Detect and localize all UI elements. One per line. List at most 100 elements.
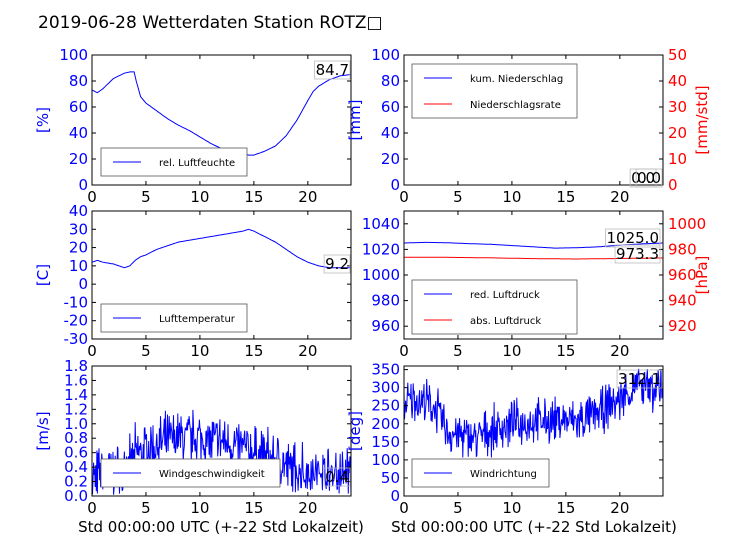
y-tick-label: 1.6 <box>64 371 88 389</box>
panel-pressure: 0 5 10 15 20 960 980 1000 1020 1040 920 940 960 980 10… <box>362 210 711 360</box>
legend-label: rel. Luftfeuchte <box>159 158 235 169</box>
x-tick-label: 5 <box>141 499 151 517</box>
x-tick-label: 15 <box>244 342 263 360</box>
y-axis-label: [deg] <box>346 411 364 451</box>
page-title: 2019-06-28 Wetterdaten Station ROTZ□ <box>38 13 383 33</box>
y-tick-label: 250 <box>371 397 400 415</box>
legend: Windgeschwindigkeit <box>100 458 281 488</box>
plot-frame <box>403 365 664 497</box>
y-tick-label: 1.2 <box>64 400 88 418</box>
series-line-temperature-0 <box>92 228 351 269</box>
y2-axis-label: [mm/std] <box>693 85 711 154</box>
y2-tick-label: 1000 <box>668 215 706 233</box>
x-tick-label: 0 <box>87 342 97 360</box>
y2-tick-label: 980 <box>668 240 697 258</box>
y-tick-label: 150 <box>371 433 400 451</box>
panel-wind_speed: 0 5 10 15 200.00.20.40.60.81.01.21.41.61.8[m… <box>34 357 352 517</box>
y-tick-label: 1000 <box>362 266 400 284</box>
y-tick-label: 980 <box>371 292 400 310</box>
y-tick-label: 0.8 <box>64 429 88 447</box>
y-axis-label: [mm] <box>346 100 364 141</box>
y-tick-label: 0 <box>390 487 400 505</box>
y2-axis-label: [hPa] <box>693 256 711 295</box>
legend: red. Luftdruck abs. Luftdruck <box>411 279 578 335</box>
y-tick-label: 30 <box>69 220 88 238</box>
legend-label: red. Luftdruck <box>470 290 540 301</box>
series-line-wind_direction-0 <box>404 368 663 458</box>
y2-tick-label: 50 <box>668 46 687 64</box>
legend-label: Lufttemperatur <box>159 314 236 325</box>
panel-precipitation: 0 5 10 15 20 0 20 40 60 80 100 0 10 20 30 40 50 [mm] [mm/s… <box>346 46 711 206</box>
x-tick-label: 10 <box>502 342 521 360</box>
x-tick-label: 10 <box>502 188 521 206</box>
x-tick-label: 20 <box>610 499 629 517</box>
y-tick-label: 80 <box>69 72 88 90</box>
y-tick-label: 50 <box>381 469 400 487</box>
value-annotation: 84.7 <box>316 61 349 79</box>
y-tick-label: 1.8 <box>64 357 88 375</box>
legend-label: abs. Luftdruck <box>470 316 541 327</box>
value-annotation: 9.2 <box>325 255 349 273</box>
x-tick-label: 15 <box>244 499 263 517</box>
value-annotation-box <box>614 244 661 264</box>
value-annotation: 1025.0 <box>607 229 660 247</box>
value-annotation: 0.4 <box>325 468 349 486</box>
y-tick-label: 0.2 <box>64 473 88 491</box>
y2-tick-label: 0 <box>668 176 678 194</box>
legend: rel. Luftfeuchte <box>100 147 248 177</box>
plot-frame <box>91 365 352 497</box>
y-tick-label: 0.0 <box>64 487 88 505</box>
legend-box <box>411 63 578 119</box>
y2-tick-label: 10 <box>668 150 687 168</box>
x-tick-label: 0 <box>87 499 97 517</box>
x-tick-label: 0 <box>87 188 97 206</box>
y2-tick-label: 960 <box>668 266 697 284</box>
legend-label: Windgeschwindigkeit <box>159 469 265 480</box>
y-tick-label: 40 <box>69 202 88 220</box>
x-tick-label: 10 <box>502 499 521 517</box>
y-tick-label: 960 <box>371 317 400 335</box>
y-tick-label: 1020 <box>362 240 400 258</box>
plot-frame <box>91 210 352 340</box>
legend: kum. Niederschlag Niederschlagsrate <box>411 63 578 119</box>
y-tick-label: 20 <box>69 239 88 257</box>
y-tick-label: 300 <box>371 379 400 397</box>
plot-frame <box>91 54 352 186</box>
y-tick-label: -20 <box>64 312 89 330</box>
panel-humidity: 0 5 10 15 20 0 20 40 60 80 100 [%] 84.7 rel. Luftfeuc… <box>34 46 352 206</box>
y-tick-label: 60 <box>69 98 88 116</box>
y-tick-label: 0.6 <box>64 444 88 462</box>
y-tick-label: 100 <box>59 46 88 64</box>
y-tick-label: 350 <box>371 361 400 379</box>
y-tick-label: 0 <box>390 176 400 194</box>
y-tick-label: 40 <box>69 124 88 142</box>
value-annotation: 973.3 <box>616 245 659 263</box>
y-axis-label: [%] <box>34 107 52 133</box>
y-tick-label: 60 <box>381 98 400 116</box>
plot-frame <box>403 54 664 186</box>
y-tick-label: 100 <box>371 46 400 64</box>
x-tick-label: 20 <box>610 188 629 206</box>
value-annotation-box <box>314 60 351 80</box>
x-tick-label: 20 <box>298 342 317 360</box>
legend-box <box>411 279 578 335</box>
legend-label: Windrichtung <box>470 469 537 480</box>
x-tick-label: 15 <box>556 342 575 360</box>
panel-wind_direction: 0 5 10 15 20050100150200250300350[deg]312.1W… <box>346 361 664 517</box>
y-tick-label: 0 <box>78 176 88 194</box>
y2-tick-label: 920 <box>668 317 697 335</box>
legend: Windrichtung <box>411 458 550 488</box>
y-tick-label: 20 <box>381 150 400 168</box>
y2-tick-label: 40 <box>668 72 687 90</box>
value-annotation-box <box>635 168 663 188</box>
value-annotation-box <box>616 369 663 389</box>
x-tick-label: 5 <box>453 499 463 517</box>
y-tick-label: 100 <box>371 451 400 469</box>
x-tick-label: 5 <box>141 188 151 206</box>
x-tick-label: 10 <box>190 499 209 517</box>
y-tick-label: 20 <box>69 150 88 168</box>
y2-tick-label: 20 <box>668 124 687 142</box>
y-tick-label: 200 <box>371 415 400 433</box>
